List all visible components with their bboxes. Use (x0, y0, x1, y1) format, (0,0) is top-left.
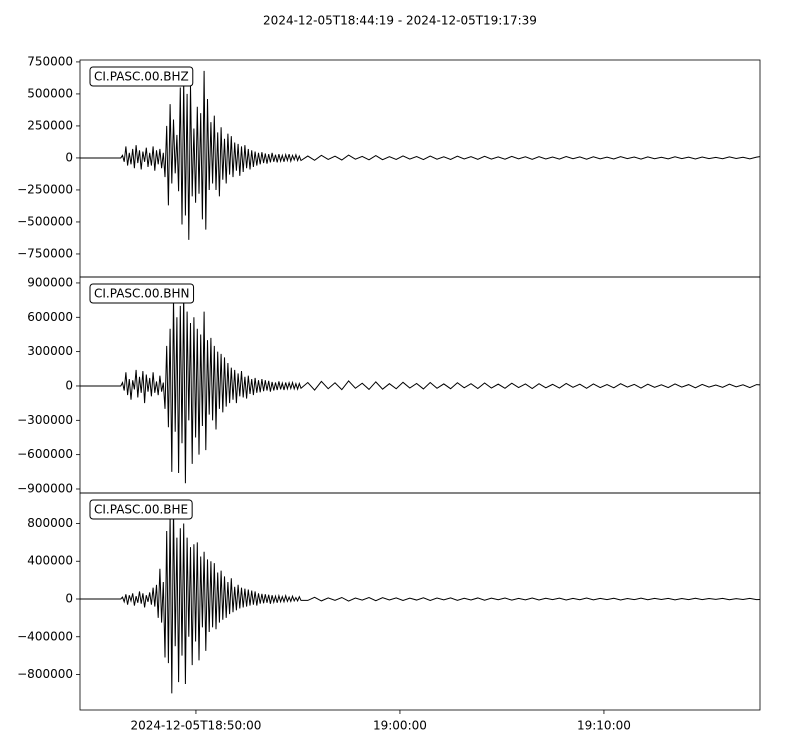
y-tick-label: −500000 (17, 214, 73, 228)
waveform (80, 506, 760, 694)
x-tick-label: 19:10:00 (577, 719, 631, 733)
trace-label-box (89, 66, 194, 87)
y-tick-label: −750000 (17, 246, 73, 260)
y-tick-label: −250000 (17, 182, 73, 196)
y-tick-label: 500000 (27, 86, 73, 100)
y-tick-label: 250000 (27, 118, 73, 132)
y-tick-label: −400000 (17, 629, 73, 643)
waveform (80, 292, 760, 484)
waveform (80, 70, 760, 240)
y-tick-label: 0 (65, 150, 73, 164)
y-tick-label: 0 (65, 591, 73, 605)
x-tick-label: 19:00:00 (373, 719, 427, 733)
x-tick-label: 2024-12-05T18:50:00 (130, 719, 261, 733)
y-tick-label: −800000 (17, 667, 73, 681)
y-tick-label: 0 (65, 378, 73, 392)
chart-title: 2024-12-05T18:44:19 - 2024-12-05T19:17:3… (263, 14, 537, 28)
trace-label: CI.PASC.00.BHZ (94, 70, 189, 84)
plot-frame (79, 59, 761, 278)
trace-label-box (89, 283, 195, 304)
y-tick-label: 600000 (27, 310, 73, 324)
y-tick-label: 900000 (27, 275, 73, 289)
trace-label: CI.PASC.00.BHN (94, 287, 190, 301)
y-tick-label: 400000 (27, 554, 73, 568)
y-tick-label: 300000 (27, 344, 73, 358)
plot-frame (79, 276, 761, 494)
y-tick-label: 800000 (27, 516, 73, 530)
y-tick-label: −300000 (17, 413, 73, 427)
y-tick-label: −600000 (17, 447, 73, 461)
trace-label: CI.PASC.00.BHE (94, 503, 188, 517)
y-tick-label: −900000 (17, 481, 73, 495)
trace-label-box (89, 499, 193, 520)
plot-frame (79, 492, 761, 711)
y-tick-label: 750000 (27, 54, 73, 68)
